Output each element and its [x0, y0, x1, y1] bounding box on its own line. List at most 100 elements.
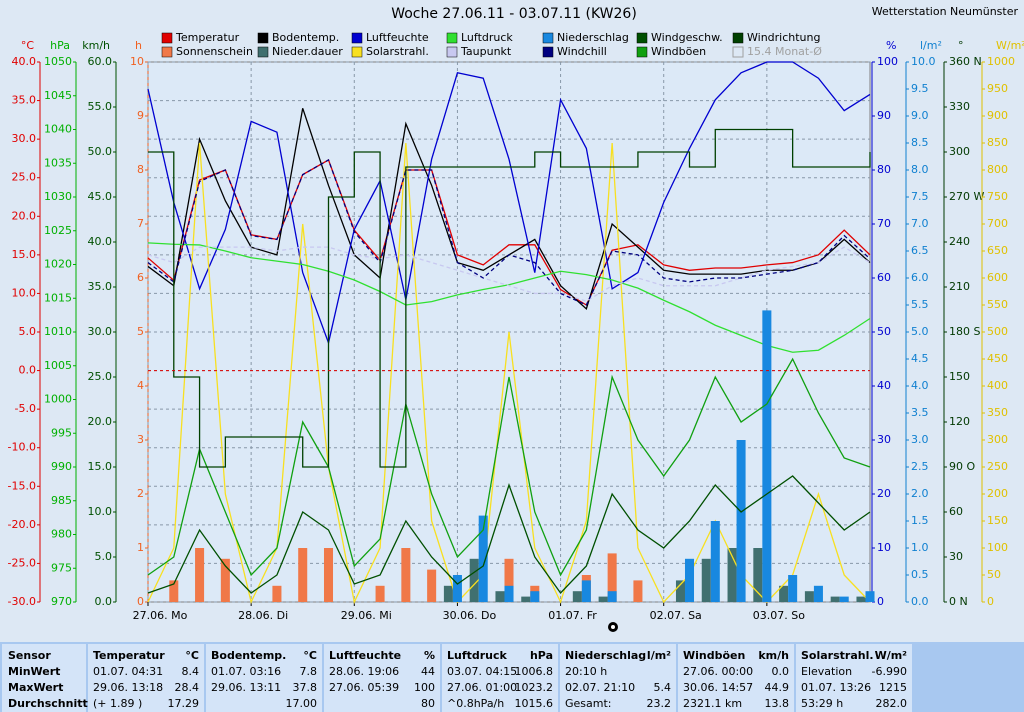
y-tick-label: 8.5 [911, 136, 929, 149]
legend-swatch [542, 32, 554, 44]
y-tick-label: 50 [877, 325, 891, 338]
block-unit: °C [185, 649, 199, 662]
y-tick-label: 7 [137, 217, 144, 230]
now-marker-dot [611, 625, 615, 629]
row-label: MaxWert [8, 681, 64, 694]
y-tick-label: 350 [987, 406, 1008, 419]
y-tick-label: 1020 [44, 258, 72, 271]
y-tick-label: 1025 [44, 224, 72, 237]
y-tick-label: 10.0 [911, 55, 936, 68]
block-unit: hPa [529, 649, 553, 662]
y-tick-label: 6 [137, 271, 144, 284]
cell-left: 29.06. 13:18 [93, 681, 164, 694]
y-tick-label: 980 [51, 528, 72, 541]
y-tick-label: 10.0 [12, 286, 37, 299]
y-tick-label: -25.0 [8, 556, 36, 569]
y-tick-label: 9.5 [911, 82, 929, 95]
block-title: Solarstrahl. [801, 649, 874, 662]
y-tick-label: 40.0 [12, 55, 37, 68]
y-tick-label: 210 [949, 280, 970, 293]
bar [701, 558, 711, 602]
cell-left: (+ 1.89 ) [93, 697, 143, 710]
y-tick-label: 6.0 [911, 271, 929, 284]
legend-swatch [732, 32, 744, 44]
bar [452, 575, 462, 602]
cell-value: 5.4 [653, 681, 672, 694]
y-tick-label: 15.0 [12, 248, 37, 261]
cell-left: 27.06. 00:00 [683, 665, 754, 678]
cell-value: 17.29 [167, 697, 200, 710]
legend-label: Windrichtung [747, 31, 820, 44]
bar [710, 521, 720, 602]
bar [779, 585, 789, 602]
bar [504, 585, 514, 602]
y-tick-label: 15.0 [88, 460, 113, 473]
legend-label: Niederschlag [557, 31, 629, 44]
cell-value: 80 [421, 697, 435, 710]
y-tick-label: 750 [987, 190, 1008, 203]
y-tick-label: 90 [877, 109, 891, 122]
legend-swatch [446, 46, 458, 58]
y-tick-label: 700 [987, 217, 1008, 230]
y-tick-label: -20.0 [8, 518, 36, 531]
y-tick-label: 1050 [44, 55, 72, 68]
bar [675, 580, 685, 602]
y-tick-label: 1.5 [911, 514, 929, 527]
bar [762, 310, 772, 602]
legend-label: Windgeschw. [651, 31, 723, 44]
bar [607, 553, 617, 602]
y-tick-label: 970 [51, 595, 72, 608]
legend-swatch [161, 32, 173, 44]
row-header-block: Sensor MinWert MaxWert Durchschnitt [2, 644, 88, 712]
bar [443, 585, 453, 602]
x-tick-label: 29.06. Mi [341, 609, 392, 622]
table-block: Niederschlag l/m² 20:10 h 02.07. 21:10 5.4 Ge… [560, 644, 676, 712]
x-tick-label: 27.06. Mo [133, 609, 188, 622]
legend-swatch [257, 32, 269, 44]
y-tick-label: 2.5 [911, 460, 929, 473]
block-title: Niederschlag [565, 649, 647, 662]
x-tick-label: 01.07. Fr [548, 609, 597, 622]
legend-swatch [636, 32, 648, 44]
y-tick-label: 990 [51, 460, 72, 473]
axis-unit: l/m² [920, 39, 942, 52]
axis-unit: W/m² [996, 39, 1024, 52]
bar [598, 596, 608, 602]
bar [530, 591, 540, 602]
cell-value: 100 [414, 681, 435, 694]
y-tick-label: 35.0 [12, 94, 37, 107]
y-tick-label: 60 [877, 271, 891, 284]
axis-unit: hPa [50, 39, 70, 52]
y-tick-label: 10.0 [88, 505, 113, 518]
axis-unit: h [135, 39, 142, 52]
cell-value: 282.0 [875, 697, 908, 710]
y-tick-label: 300 [987, 433, 1008, 446]
y-tick-label: 20.0 [12, 209, 37, 222]
y-tick-label: 1035 [44, 156, 72, 169]
y-tick-label: 7.5 [911, 190, 929, 203]
y-tick-label: 400 [987, 379, 1008, 392]
cell-left: Gesamt: [565, 697, 612, 710]
bar [298, 548, 308, 602]
y-tick-label: 600 [987, 271, 1008, 284]
bar [323, 548, 334, 602]
table-block: Bodentemp. °C 01.07. 03:16 7.8 29.06. 13:11 3… [206, 644, 322, 712]
y-tick-label: 150 [949, 370, 970, 383]
y-tick-label: 4 [137, 379, 144, 392]
y-tick-label: 150 [987, 514, 1008, 527]
block-title: Windböen [683, 649, 746, 662]
table-block: Solarstrahl. W/m² Elevation -6.990 01.07. 13… [796, 644, 912, 712]
y-tick-label: 30 [949, 550, 963, 563]
y-tick-label: 0 [877, 595, 884, 608]
cell-left: 01.07. 04:31 [93, 665, 164, 678]
y-tick-label: 0.0 [19, 364, 37, 377]
block-unit: l/m² [646, 649, 671, 662]
table-corner: Sensor [8, 649, 51, 662]
table-block: Luftfeuchte% 28.06. 19:06 44 27.06. 05:39 10… [324, 644, 440, 712]
block-title: Bodentemp. [211, 649, 287, 662]
cell-left: 01.07. 13:26 [801, 681, 872, 694]
y-tick-label: 500 [987, 325, 1008, 338]
bar [220, 558, 230, 602]
legend-label: Temperatur [175, 31, 240, 44]
bar [195, 548, 205, 602]
